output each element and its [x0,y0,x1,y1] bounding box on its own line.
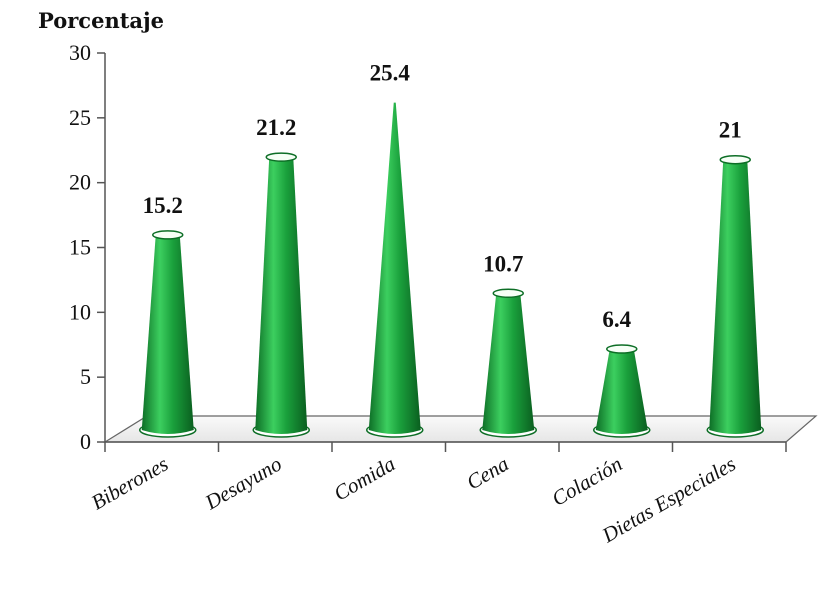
y-tick-label: 15 [69,235,91,260]
data-labels: 15.2 21.2 25.4 10.7 6.4 21 [143,61,742,332]
bar-top [606,344,638,354]
bar [252,152,310,438]
category-labels: Biberones Desayuno Comida Cena ColaciónDieta… [87,452,740,548]
y-tick-label: 30 [69,40,91,65]
bar-body [255,157,308,434]
category-label: Comida [330,452,400,506]
bar [593,344,651,438]
bar [479,288,537,438]
data-label: 15.2 [143,193,183,218]
data-label: 25.4 [370,61,411,86]
bar [706,154,764,438]
y-tick-label: 25 [69,105,91,130]
bar-top [152,230,184,240]
bar-body [141,234,194,434]
y-tick-label: 20 [69,170,91,195]
y-tick-label: 0 [80,429,91,454]
category-label: Cena [462,452,512,495]
data-label: 21 [719,118,742,143]
data-label: 10.7 [483,251,523,276]
bar-body [595,349,648,434]
bar-body [709,159,762,434]
category-label: Biberones [87,452,172,515]
data-label: 21.2 [256,115,296,140]
bar-top [265,152,297,162]
category-label: Desayuno [200,452,286,515]
bar [366,102,424,438]
bar [139,230,197,438]
axes [102,53,818,452]
y-axis-ticks: 0 5 10 15 20 25 30 [69,40,105,454]
bar-body [368,102,421,434]
y-tick-label: 5 [80,364,91,389]
bar-top [719,154,751,165]
bar-top [492,288,524,299]
data-label: 6.4 [602,307,631,332]
y-axis-title: Porcentaje [38,8,164,33]
y-tick-label: 10 [69,299,91,324]
category-label: Colación [548,452,627,511]
bar-body [482,293,535,434]
bars [139,102,764,438]
